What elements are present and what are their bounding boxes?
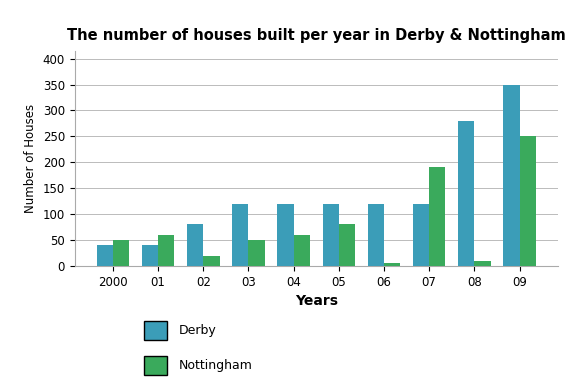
Bar bbox=[187, 224, 204, 266]
Bar bbox=[294, 235, 310, 266]
Bar bbox=[113, 240, 129, 266]
Bar bbox=[520, 136, 536, 266]
Bar bbox=[323, 204, 339, 266]
Text: Nottingham: Nottingham bbox=[178, 359, 252, 372]
Bar bbox=[142, 245, 158, 266]
Bar bbox=[503, 84, 520, 266]
Bar bbox=[158, 235, 174, 266]
Bar bbox=[413, 204, 429, 266]
Bar bbox=[97, 245, 113, 266]
Title: The number of houses built per year in Derby & Nottingham: The number of houses built per year in D… bbox=[67, 28, 566, 43]
Y-axis label: Number of Houses: Number of Houses bbox=[24, 104, 37, 213]
Bar bbox=[248, 240, 264, 266]
Bar bbox=[277, 204, 294, 266]
X-axis label: Years: Years bbox=[295, 294, 338, 308]
Bar bbox=[429, 167, 446, 266]
Text: Derby: Derby bbox=[178, 324, 216, 337]
Bar bbox=[474, 261, 490, 266]
Bar bbox=[232, 204, 248, 266]
Bar bbox=[204, 255, 220, 266]
Bar bbox=[458, 121, 474, 266]
Bar bbox=[368, 204, 384, 266]
Bar bbox=[339, 224, 355, 266]
Bar bbox=[384, 263, 400, 266]
